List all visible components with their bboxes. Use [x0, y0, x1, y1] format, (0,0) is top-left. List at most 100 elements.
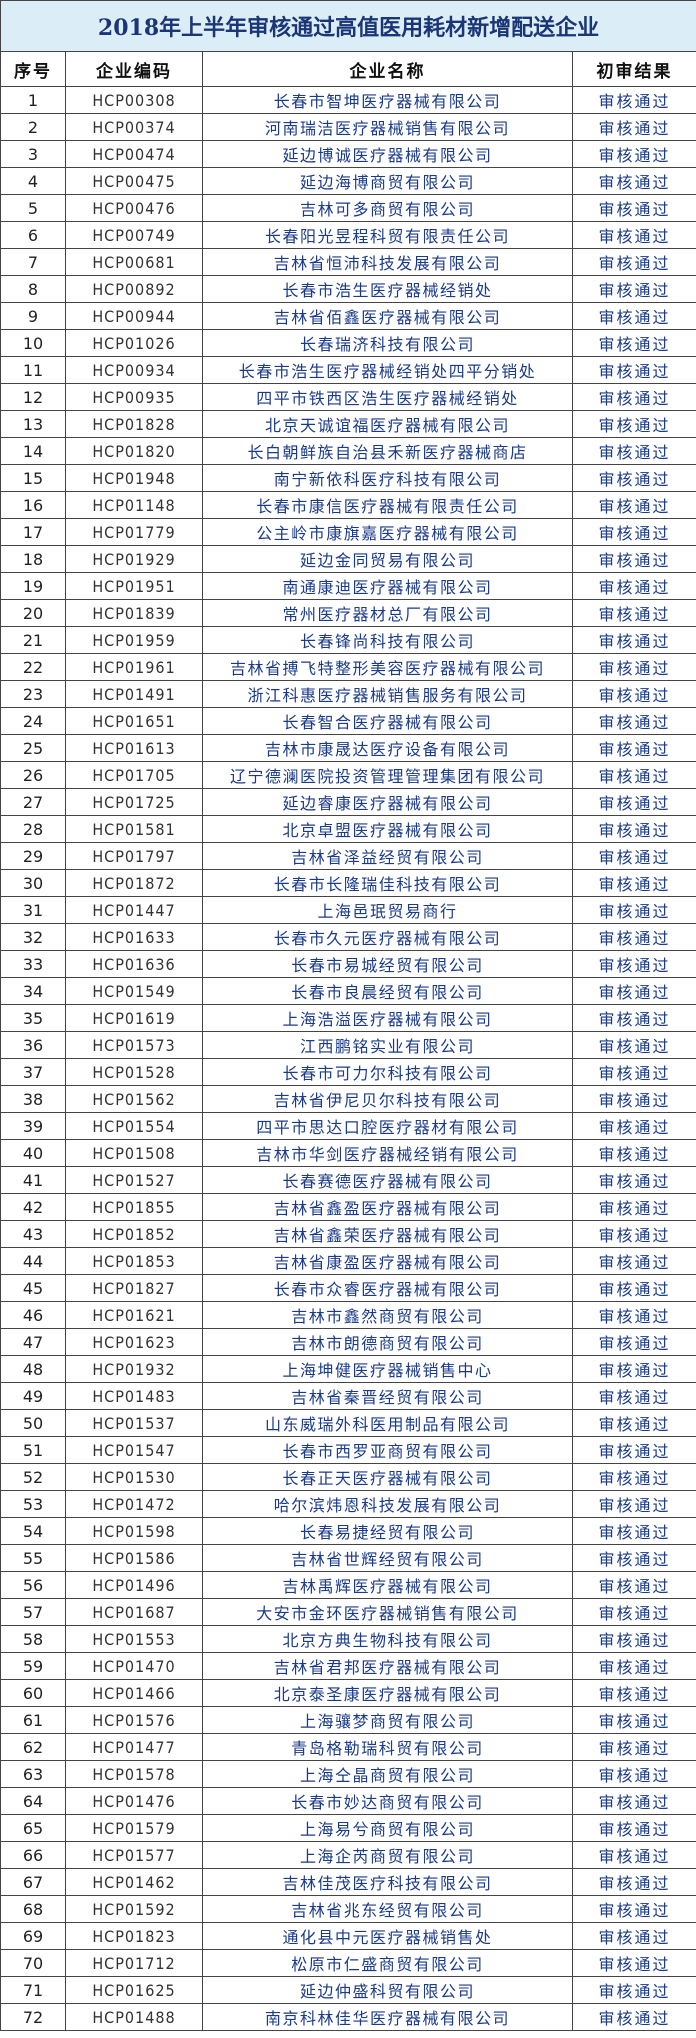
company-name: 常州医疗器材总厂有限公司 [202, 599, 573, 627]
table-row: 46 HCP01621 吉林市鑫然商贸有限公司 审核通过 [0, 1301, 696, 1329]
table-row: 42 HCP01855 吉林省鑫盈医疗器械有限公司 审核通过 [0, 1193, 696, 1221]
review-result: 审核通过 [571, 1031, 696, 1059]
table-row: 21 HCP01959 长春锋尚科技有限公司 审核通过 [0, 626, 696, 654]
company-code: HCP01554 [65, 1112, 203, 1140]
company-name: 山东威瑞外科医用制品有限公司 [202, 1409, 573, 1437]
row-number: 5 [0, 194, 66, 222]
company-code: HCP00749 [65, 221, 203, 249]
table-row: 66 HCP01577 上海企芮商贸有限公司 审核通过 [0, 1841, 696, 1869]
review-result: 审核通过 [571, 1544, 696, 1572]
review-result: 审核通过 [571, 923, 696, 951]
company-code: HCP01573 [65, 1031, 203, 1059]
title-row: 2018年上半年审核通过高值医用耗材新增配送企业 [0, 0, 696, 52]
review-result: 审核通过 [571, 815, 696, 843]
company-code: HCP01633 [65, 923, 203, 951]
company-code: HCP01828 [65, 410, 203, 438]
company-code: HCP01477 [65, 1733, 203, 1761]
row-number: 43 [0, 1220, 66, 1248]
company-name: 北京泰圣康医疗器械有限公司 [202, 1679, 573, 1707]
company-name: 北京天诚谊福医疗器械有限公司 [202, 410, 573, 438]
row-number: 64 [0, 1787, 66, 1815]
review-result: 审核通过 [571, 491, 696, 519]
company-name: 上海浩溢医疗器械有限公司 [202, 1004, 573, 1032]
row-number: 33 [0, 950, 66, 978]
review-result: 审核通过 [571, 2003, 696, 2031]
company-code: HCP01820 [65, 437, 203, 465]
company-code: HCP00934 [65, 356, 203, 384]
review-result: 审核通过 [571, 572, 696, 600]
company-code: HCP01472 [65, 1490, 203, 1518]
table-row: 70 HCP01712 松原市仁盛商贸有限公司 审核通过 [0, 1949, 696, 1977]
company-code: HCP01528 [65, 1058, 203, 1086]
company-name: 吉林禹辉医疗器械有限公司 [202, 1571, 573, 1599]
company-name: 上海邑珉贸易商行 [202, 896, 573, 924]
row-number: 41 [0, 1166, 66, 1194]
table-row: 15 HCP01948 南宁新依科医疗科技有限公司 审核通过 [0, 464, 696, 492]
review-result: 审核通过 [571, 761, 696, 789]
row-number: 48 [0, 1355, 66, 1383]
company-name: 河南瑞洁医疗器械销售有限公司 [202, 113, 573, 141]
company-name: 长白朝鲜族自治县禾新医疗器械商店 [202, 437, 573, 465]
review-result: 审核通过 [571, 599, 696, 627]
review-result: 审核通过 [571, 1760, 696, 1788]
company-code: HCP01872 [65, 869, 203, 897]
row-number: 44 [0, 1247, 66, 1275]
table-row: 60 HCP01466 北京泰圣康医疗器械有限公司 审核通过 [0, 1679, 696, 1707]
company-name: 吉林省泽益经贸有限公司 [202, 842, 573, 870]
table-row: 12 HCP00935 四平市铁西区浩生医疗器械经销处 审核通过 [0, 383, 696, 411]
table-row: 69 HCP01823 通化县中元医疗器械销售处 审核通过 [0, 1922, 696, 1950]
row-number: 67 [0, 1868, 66, 1896]
review-result: 审核通过 [571, 1895, 696, 1923]
company-code: HCP01951 [65, 572, 203, 600]
header-cell: 初审结果 [571, 51, 696, 87]
table-row: 11 HCP00934 长春市浩生医疗器械经销处四平分销处 审核通过 [0, 356, 696, 384]
company-code: HCP01537 [65, 1409, 203, 1437]
row-number: 38 [0, 1085, 66, 1113]
review-result: 审核通过 [571, 1382, 696, 1410]
review-result: 审核通过 [571, 1706, 696, 1734]
company-name: 延边睿康医疗器械有限公司 [202, 788, 573, 816]
company-name: 长春易捷经贸有限公司 [202, 1517, 573, 1545]
review-result: 审核通过 [571, 1409, 696, 1437]
table-row: 37 HCP01528 长春市可力尔科技有限公司 审核通过 [0, 1058, 696, 1086]
table-row: 67 HCP01462 吉林佳茂医疗科技有限公司 审核通过 [0, 1868, 696, 1896]
table-row: 17 HCP01779 公主岭市康旗嘉医疗器械有限公司 审核通过 [0, 518, 696, 546]
company-name: 上海骧梦商贸有限公司 [202, 1706, 573, 1734]
row-number: 17 [0, 518, 66, 546]
table-row: 16 HCP01148 长春市康信医疗器械有限责任公司 审核通过 [0, 491, 696, 519]
company-code: HCP01447 [65, 896, 203, 924]
row-number: 68 [0, 1895, 66, 1923]
row-number: 54 [0, 1517, 66, 1545]
row-number: 50 [0, 1409, 66, 1437]
review-result: 审核通过 [571, 1004, 696, 1032]
review-result: 审核通过 [571, 1868, 696, 1896]
review-result: 审核通过 [571, 1247, 696, 1275]
table-row: 39 HCP01554 四平市思达口腔医疗器材有限公司 审核通过 [0, 1112, 696, 1140]
table-row: 63 HCP01578 上海仝晶商贸有限公司 审核通过 [0, 1760, 696, 1788]
row-number: 20 [0, 599, 66, 627]
row-number: 53 [0, 1490, 66, 1518]
review-result: 审核通过 [571, 1355, 696, 1383]
table-row: 22 HCP01961 吉林省搏飞特整形美容医疗器械有限公司 审核通过 [0, 653, 696, 681]
company-name: 四平市铁西区浩生医疗器械经销处 [202, 383, 573, 411]
company-name: 吉林省君邦医疗器械有限公司 [202, 1652, 573, 1680]
table-row: 62 HCP01477 青岛格勒瑞科贸有限公司 审核通过 [0, 1733, 696, 1761]
row-number: 1 [0, 86, 66, 114]
row-number: 19 [0, 572, 66, 600]
table-row: 29 HCP01797 吉林省泽益经贸有限公司 审核通过 [0, 842, 696, 870]
company-code: HCP01855 [65, 1193, 203, 1221]
company-name: 吉林省世辉经贸有限公司 [202, 1544, 573, 1572]
review-result: 审核通过 [571, 1193, 696, 1221]
company-code: HCP01621 [65, 1301, 203, 1329]
review-result: 审核通过 [571, 248, 696, 276]
review-result: 审核通过 [571, 356, 696, 384]
review-result: 审核通过 [571, 1976, 696, 2004]
row-number: 70 [0, 1949, 66, 1977]
review-result: 审核通过 [571, 1598, 696, 1626]
table-row: 36 HCP01573 江西鹏铭实业有限公司 审核通过 [0, 1031, 696, 1059]
company-code: HCP01948 [65, 464, 203, 492]
review-result: 审核通过 [571, 1166, 696, 1194]
company-name: 哈尔滨炜恩科技发展有限公司 [202, 1490, 573, 1518]
company-name: 长春市良晨经贸有限公司 [202, 977, 573, 1005]
